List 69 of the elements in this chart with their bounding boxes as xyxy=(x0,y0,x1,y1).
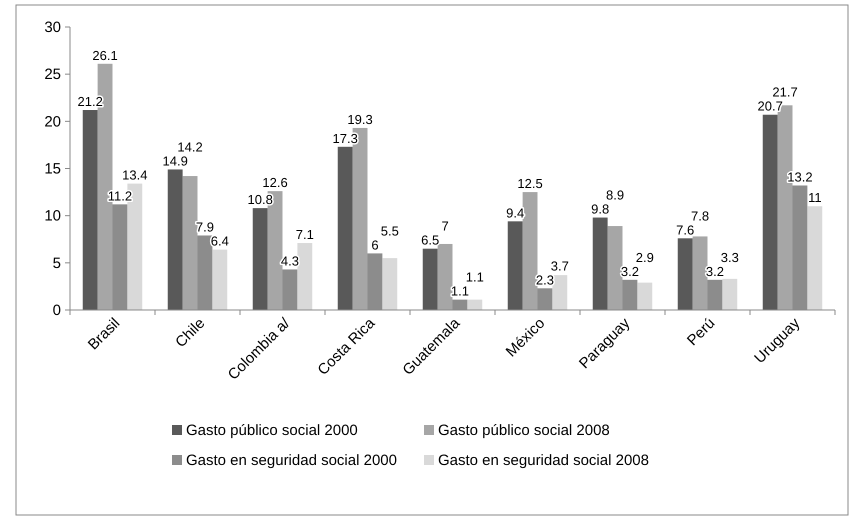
data-label: 13.4 xyxy=(122,168,148,183)
data-label: 19.3 xyxy=(347,112,373,127)
bar xyxy=(637,282,652,310)
bar xyxy=(522,192,538,310)
data-label: 11.2 xyxy=(108,188,132,204)
y-tick-label: 30 xyxy=(44,19,61,36)
data-label: 2.9 xyxy=(636,250,654,265)
data-label: 4.3 xyxy=(280,253,299,268)
data-label: 7.9 xyxy=(196,219,214,234)
bar xyxy=(807,206,822,310)
data-label: 7.6 xyxy=(676,222,694,238)
data-label: 20.7 xyxy=(758,98,783,114)
data-label: 6.5 xyxy=(421,232,440,248)
y-tick-label: 20 xyxy=(44,113,61,130)
legend-label: Gasto en seguridad social 2000 xyxy=(186,452,397,469)
data-label: 7.1 xyxy=(296,227,314,242)
data-label: 7 xyxy=(441,218,449,234)
bar xyxy=(552,275,568,310)
data-label: 12.6 xyxy=(262,175,288,190)
data-label: 21.7 xyxy=(772,84,798,100)
bar xyxy=(678,238,693,310)
data-label: 11 xyxy=(808,190,822,206)
data-label: 9.8 xyxy=(591,202,610,217)
bar xyxy=(338,146,353,310)
bar xyxy=(168,169,183,310)
legend-label: Gasto público social 2000 xyxy=(186,422,358,439)
data-label: 3.7 xyxy=(550,258,569,274)
bar xyxy=(722,278,738,310)
data-label: 9.4 xyxy=(506,205,524,220)
data-label: 2.3 xyxy=(536,272,554,288)
bar xyxy=(297,243,312,310)
bar xyxy=(212,250,228,310)
bar xyxy=(692,236,708,310)
bar xyxy=(592,218,608,310)
data-label: 12.5 xyxy=(517,176,543,192)
y-tick-label: 15 xyxy=(44,160,61,178)
legend-label: Gasto público social 2008 xyxy=(438,422,610,439)
y-tick-label: 5 xyxy=(52,254,61,272)
y-tick-label: 10 xyxy=(44,208,61,225)
data-label: 13.2 xyxy=(787,169,813,184)
data-label: 21.2 xyxy=(78,94,103,110)
data-label: 3.2 xyxy=(620,264,639,279)
data-label: 3.3 xyxy=(720,250,739,265)
legend-label: Gasto en seguridad social 2008 xyxy=(438,452,649,469)
data-label: 6 xyxy=(371,237,379,252)
y-tick-label: 0 xyxy=(52,302,61,319)
bar xyxy=(438,244,452,310)
data-label: 26.1 xyxy=(92,48,118,63)
data-label: 6.4 xyxy=(210,234,229,249)
bar xyxy=(467,300,482,310)
bar xyxy=(82,110,98,310)
bar xyxy=(382,258,398,310)
data-label: 5.5 xyxy=(380,223,399,238)
data-label: 1.1 xyxy=(450,284,469,299)
data-label: 8.9 xyxy=(606,188,624,203)
bar xyxy=(508,221,523,310)
data-label: 14.2 xyxy=(177,139,203,154)
data-label: 3.2 xyxy=(706,264,724,279)
bar xyxy=(608,226,622,310)
bar xyxy=(182,176,198,310)
bar xyxy=(762,114,778,310)
data-label: 14.9 xyxy=(162,153,188,168)
data-label: 10.8 xyxy=(248,192,273,208)
data-label: 17.3 xyxy=(332,130,358,146)
data-label: 1.1 xyxy=(466,270,484,285)
y-tick-label: 25 xyxy=(44,66,61,84)
bar xyxy=(252,208,268,310)
bar xyxy=(422,248,438,310)
data-label: 7.8 xyxy=(691,208,710,224)
